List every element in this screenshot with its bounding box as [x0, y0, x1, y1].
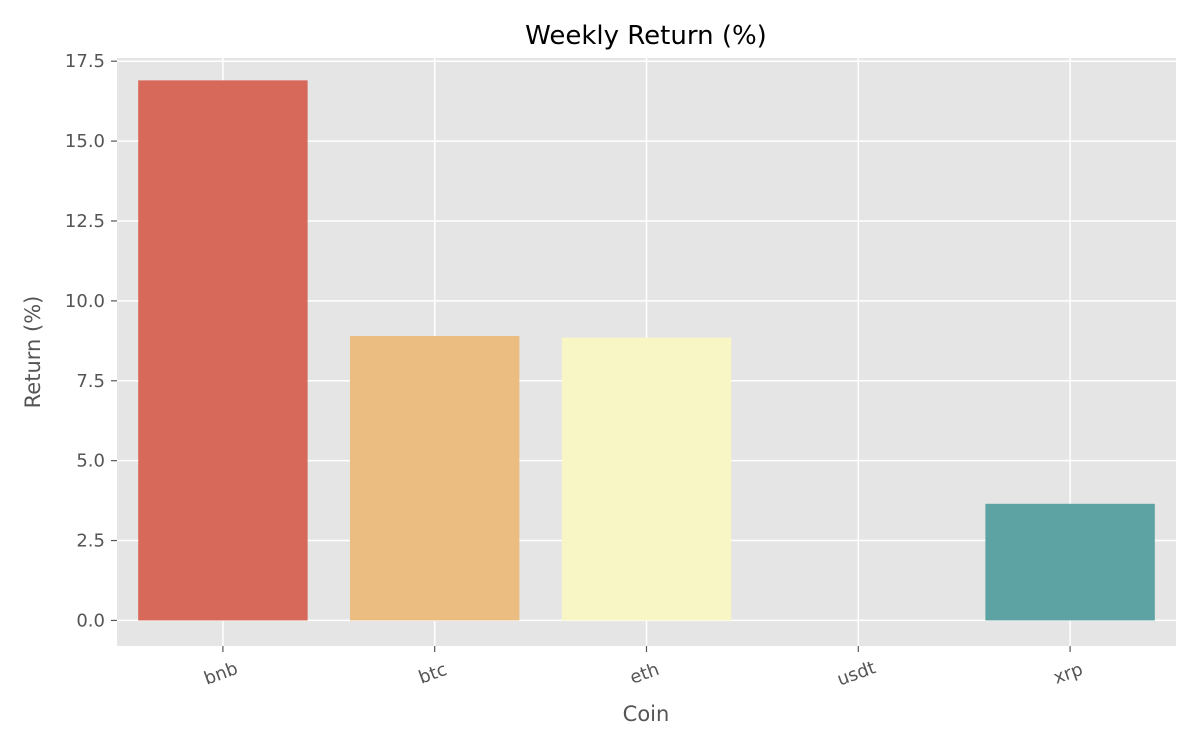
y-tick-label: 17.5: [65, 51, 105, 72]
x-tick-label-usdt: usdt: [834, 657, 878, 690]
x-axis: bnb btc eth usdt xrp: [201, 646, 1086, 690]
y-tick-label: 2.5: [76, 531, 105, 552]
y-tick-label: 10.0: [65, 291, 105, 312]
x-tick-label-xrp: xrp: [1051, 659, 1086, 689]
chart-title: Weekly Return (%): [525, 21, 767, 51]
y-tick-label: 5.0: [76, 451, 105, 472]
bar-eth: [561, 337, 732, 621]
bars: [138, 80, 1155, 621]
x-tick-label-btc: btc: [416, 659, 450, 688]
x-tick-label-eth: eth: [627, 659, 662, 689]
bar-btc: [349, 336, 520, 621]
y-tick-label: 7.5: [76, 371, 105, 392]
y-axis-label: Return (%): [21, 296, 45, 409]
y-tick-label: 15.0: [65, 131, 105, 152]
bar-bnb: [138, 80, 308, 621]
y-tick-label: 0.0: [76, 610, 105, 631]
x-tick-label-bnb: bnb: [201, 658, 240, 689]
bar-xrp: [985, 503, 1155, 621]
y-axis: 0.0 2.5 5.0 7.5 10.0 12.5 15.0 17.5: [65, 51, 117, 631]
y-tick-label: 12.5: [65, 211, 105, 232]
x-axis-label: Coin: [623, 702, 670, 726]
